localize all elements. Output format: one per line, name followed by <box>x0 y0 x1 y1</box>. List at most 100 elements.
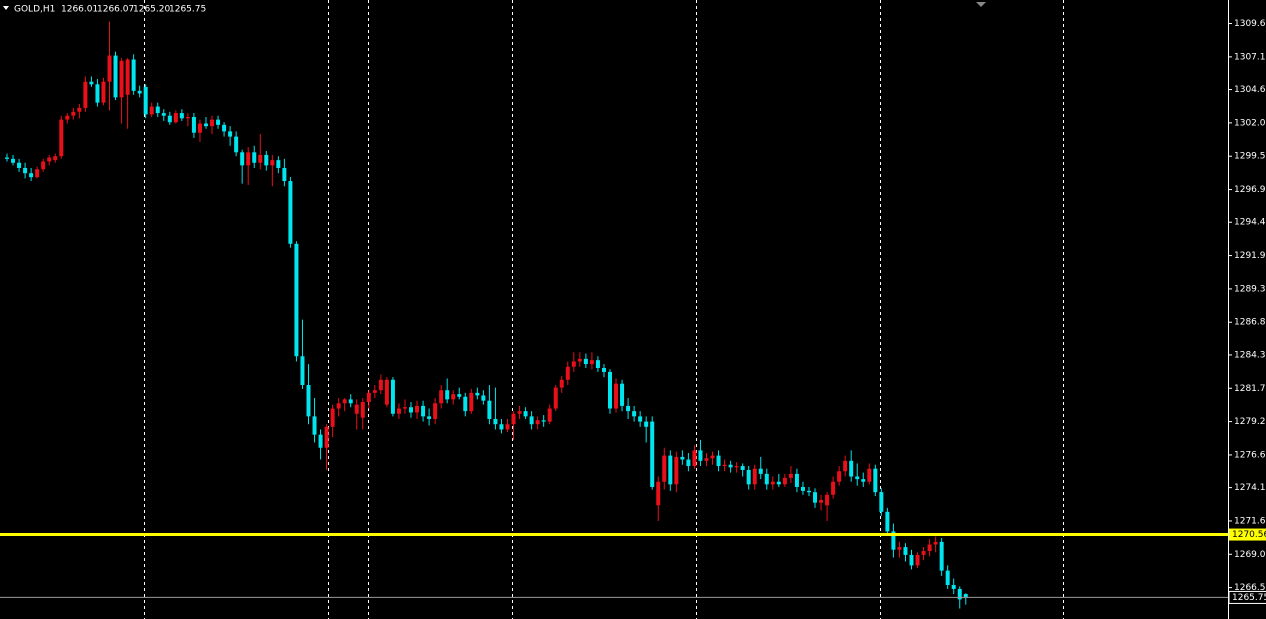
candle-body <box>29 173 34 178</box>
candle-body <box>825 494 830 506</box>
candle-body <box>167 115 172 123</box>
candle-body <box>402 407 407 409</box>
candle-body <box>601 368 606 372</box>
candle-body <box>897 547 902 550</box>
candle-body <box>650 421 655 487</box>
candle-body <box>234 136 239 153</box>
candle-body <box>493 418 498 425</box>
candle-body <box>819 500 824 503</box>
candle-body <box>372 390 377 393</box>
candle-body <box>41 161 46 170</box>
candle-body <box>390 379 395 414</box>
candle-body <box>113 55 118 98</box>
candle-body <box>589 360 594 365</box>
level-label: 1270.56 <box>1232 530 1266 540</box>
candle-body <box>35 169 40 178</box>
level-label-box <box>1229 528 1266 541</box>
candle-body <box>95 84 100 103</box>
candle-body <box>433 403 438 419</box>
candle-body <box>258 154 263 163</box>
candle-body <box>469 392 474 412</box>
candle-body <box>505 424 510 430</box>
candle-body <box>933 541 938 545</box>
candle-body <box>421 405 426 417</box>
candle-body <box>782 477 787 485</box>
candle-body <box>788 473 793 478</box>
y-tick-label: 1281.75 <box>1234 384 1266 394</box>
candle-body <box>680 456 685 460</box>
candle-body <box>240 152 245 166</box>
candle-body <box>47 157 52 162</box>
y-tick-label: 1269.05 <box>1234 550 1266 560</box>
shift-marker <box>976 2 986 7</box>
candle-body <box>445 390 450 400</box>
candle-body <box>861 479 866 482</box>
candle-body <box>674 456 679 485</box>
candle-body <box>53 156 58 161</box>
candle-body <box>409 407 414 413</box>
candle-body <box>143 86 148 115</box>
candle-body <box>264 154 269 166</box>
candle-body <box>770 481 775 485</box>
candle-body <box>553 387 558 409</box>
candle-body <box>499 424 504 430</box>
price-label: 1265.75 <box>1232 593 1266 603</box>
menu-arrow[interactable] <box>3 6 9 10</box>
candle-body <box>65 115 70 120</box>
candle-body <box>216 119 221 125</box>
y-tick-label: 1296.95 <box>1234 185 1266 195</box>
candle-body <box>843 460 848 472</box>
candle-body <box>511 413 516 425</box>
symbol-title: GOLD,H1 <box>14 5 55 15</box>
candle-body <box>523 411 528 417</box>
candle-body <box>354 404 359 414</box>
candle-body <box>11 158 16 163</box>
candle-body <box>23 167 28 174</box>
candle-body <box>571 361 576 367</box>
candle-body <box>336 403 341 409</box>
candle-body <box>734 466 739 468</box>
candle-body <box>867 468 872 482</box>
candle-body <box>83 81 88 108</box>
candle-body <box>288 181 293 244</box>
candle-body <box>89 81 94 85</box>
candle-body <box>794 473 799 487</box>
candle-body <box>951 585 956 589</box>
y-tick-label: 1279.20 <box>1234 417 1266 427</box>
candle-body <box>939 541 944 571</box>
candle-body <box>457 394 462 397</box>
candle-body <box>71 111 76 116</box>
candle-body <box>149 106 154 115</box>
candle-body <box>686 459 691 467</box>
candle-body <box>915 554 920 566</box>
candle-body <box>378 379 383 391</box>
candle-body <box>885 511 890 532</box>
candle-body <box>879 492 884 512</box>
y-tick-label: 1286.80 <box>1234 318 1266 328</box>
candle-body <box>137 90 142 94</box>
candle-body <box>342 399 347 404</box>
candle-body <box>17 162 22 168</box>
candle-body <box>608 371 612 409</box>
candle-body <box>716 455 721 467</box>
candle-body <box>487 400 492 419</box>
candle-body <box>704 458 709 461</box>
candle-body <box>698 450 703 461</box>
candle-body <box>246 152 251 166</box>
candle-body <box>583 358 588 365</box>
candle-body <box>638 416 643 422</box>
y-tick-label: 1304.60 <box>1234 85 1266 95</box>
candle-body <box>396 408 401 414</box>
candle-body <box>849 460 854 477</box>
candle-body <box>5 157 9 159</box>
candle-body <box>746 469 751 485</box>
candle-body <box>131 59 136 91</box>
candle-body <box>203 123 208 127</box>
y-tick-label: 1309.65 <box>1234 19 1266 29</box>
y-tick-label: 1276.65 <box>1234 450 1266 460</box>
candle-body <box>668 455 673 485</box>
candle-body <box>475 392 480 396</box>
candle-body <box>547 408 552 422</box>
candle-body <box>282 167 287 182</box>
